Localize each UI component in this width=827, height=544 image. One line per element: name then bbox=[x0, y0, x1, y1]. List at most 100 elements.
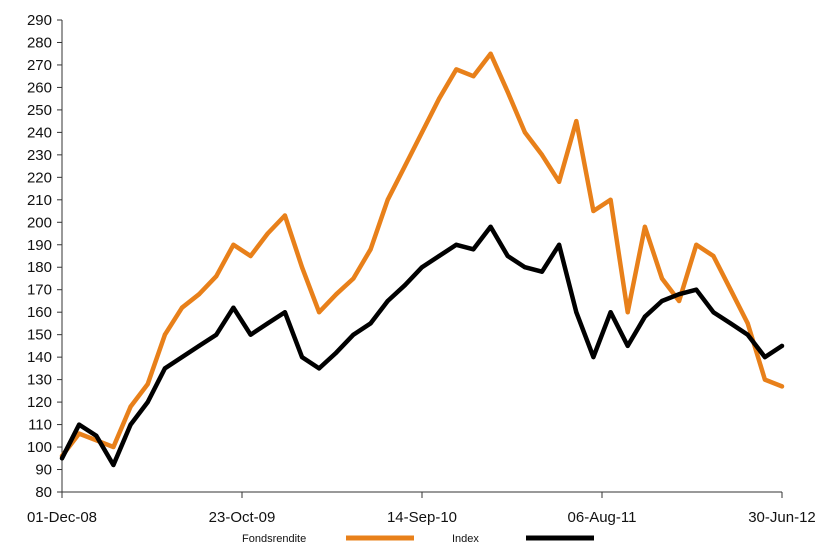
data-point bbox=[625, 343, 630, 348]
data-point bbox=[94, 433, 99, 438]
data-point bbox=[214, 274, 219, 279]
y-tick-label: 200 bbox=[27, 214, 52, 231]
legend-label: Fondsrendite bbox=[242, 533, 306, 544]
data-point bbox=[162, 366, 167, 371]
data-point bbox=[385, 197, 390, 202]
data-point bbox=[145, 400, 150, 405]
x-tick-label: 14-Sep-10 bbox=[387, 509, 457, 526]
data-point bbox=[282, 213, 287, 218]
x-tick-label: 30-Jun-12 bbox=[748, 509, 816, 526]
data-point bbox=[402, 283, 407, 288]
data-point bbox=[317, 310, 322, 315]
data-point bbox=[420, 265, 424, 270]
data-point bbox=[540, 152, 544, 157]
data-point bbox=[574, 310, 579, 315]
data-point bbox=[180, 305, 184, 310]
data-point bbox=[111, 463, 116, 468]
data-point bbox=[420, 130, 424, 135]
axes: 80 90 100 110 120 130 140 150 160 170 180 190 200 210… bbox=[27, 12, 816, 526]
data-point bbox=[300, 355, 304, 360]
data-point bbox=[745, 332, 750, 337]
y-tick-label: 210 bbox=[27, 192, 52, 209]
y-tick-label: 140 bbox=[27, 349, 52, 366]
legend: Fondsrendite Index bbox=[242, 533, 594, 544]
data-point bbox=[334, 350, 339, 355]
y-tick-label: 80 bbox=[35, 484, 52, 501]
data-point bbox=[505, 89, 510, 94]
data-point bbox=[180, 355, 184, 360]
data-point bbox=[780, 384, 784, 389]
data-point bbox=[522, 265, 527, 270]
y-tick-label: 290 bbox=[27, 12, 52, 29]
data-point bbox=[522, 130, 527, 135]
y-tick-label: 270 bbox=[27, 57, 52, 74]
y-tick-label: 130 bbox=[27, 372, 52, 389]
data-point bbox=[351, 332, 356, 337]
y-tick-label: 100 bbox=[27, 439, 52, 456]
data-point bbox=[454, 67, 459, 72]
y-tick-label: 230 bbox=[27, 147, 52, 164]
data-point bbox=[197, 343, 202, 348]
data-point bbox=[282, 310, 287, 315]
data-point bbox=[694, 242, 699, 247]
data-point bbox=[711, 310, 716, 315]
x-tick-label: 23-Oct-09 bbox=[209, 509, 276, 526]
data-point bbox=[762, 377, 767, 382]
data-point bbox=[625, 310, 630, 315]
data-point bbox=[111, 445, 116, 450]
data-point bbox=[248, 332, 253, 337]
data-point bbox=[642, 224, 647, 229]
data-point bbox=[471, 74, 476, 79]
data-point bbox=[214, 332, 219, 337]
data-point bbox=[591, 355, 596, 360]
data-point bbox=[660, 276, 664, 281]
data-point bbox=[488, 51, 493, 56]
data-point bbox=[265, 321, 270, 326]
data-point bbox=[317, 366, 322, 371]
data-point bbox=[128, 404, 133, 409]
y-tick-label: 90 bbox=[35, 462, 52, 479]
data-point bbox=[780, 343, 784, 348]
data-point bbox=[77, 422, 82, 427]
series-line-0 bbox=[59, 51, 785, 459]
y-tick-label: 170 bbox=[27, 282, 52, 299]
data-point bbox=[437, 254, 442, 258]
y-tick-label: 250 bbox=[27, 102, 52, 119]
data-point bbox=[162, 332, 167, 337]
data-point bbox=[334, 292, 339, 297]
data-point bbox=[454, 242, 459, 247]
data-point bbox=[471, 247, 476, 252]
data-point bbox=[128, 422, 133, 427]
data-point bbox=[351, 276, 356, 281]
y-tick-label: 110 bbox=[28, 417, 52, 434]
data-point bbox=[762, 355, 767, 360]
data-point bbox=[711, 254, 716, 258]
data-point bbox=[677, 298, 682, 303]
y-tick-label: 280 bbox=[27, 34, 52, 51]
legend-label: Index bbox=[452, 533, 479, 544]
x-tick-label: 01-Dec-08 bbox=[27, 509, 97, 526]
data-point bbox=[591, 209, 596, 214]
data-point bbox=[728, 321, 733, 326]
data-point bbox=[197, 292, 202, 297]
y-tick-label: 220 bbox=[27, 169, 52, 186]
data-point bbox=[385, 298, 390, 303]
y-tick-label: 260 bbox=[27, 79, 52, 96]
data-point bbox=[231, 242, 236, 247]
data-point bbox=[265, 231, 270, 236]
data-point bbox=[660, 298, 664, 303]
data-point bbox=[231, 305, 236, 310]
data-point bbox=[608, 197, 613, 202]
data-point bbox=[677, 292, 682, 297]
data-point bbox=[60, 456, 64, 461]
data-point bbox=[402, 164, 407, 169]
data-point bbox=[557, 242, 562, 247]
data-point bbox=[248, 254, 253, 258]
data-point bbox=[540, 269, 544, 274]
data-point bbox=[728, 287, 733, 292]
x-tick-label: 06-Aug-11 bbox=[568, 509, 637, 526]
series-line-1 bbox=[59, 224, 785, 468]
y-tick-label: 150 bbox=[27, 327, 52, 344]
data-point bbox=[488, 224, 493, 229]
y-tick-label: 190 bbox=[27, 237, 52, 254]
